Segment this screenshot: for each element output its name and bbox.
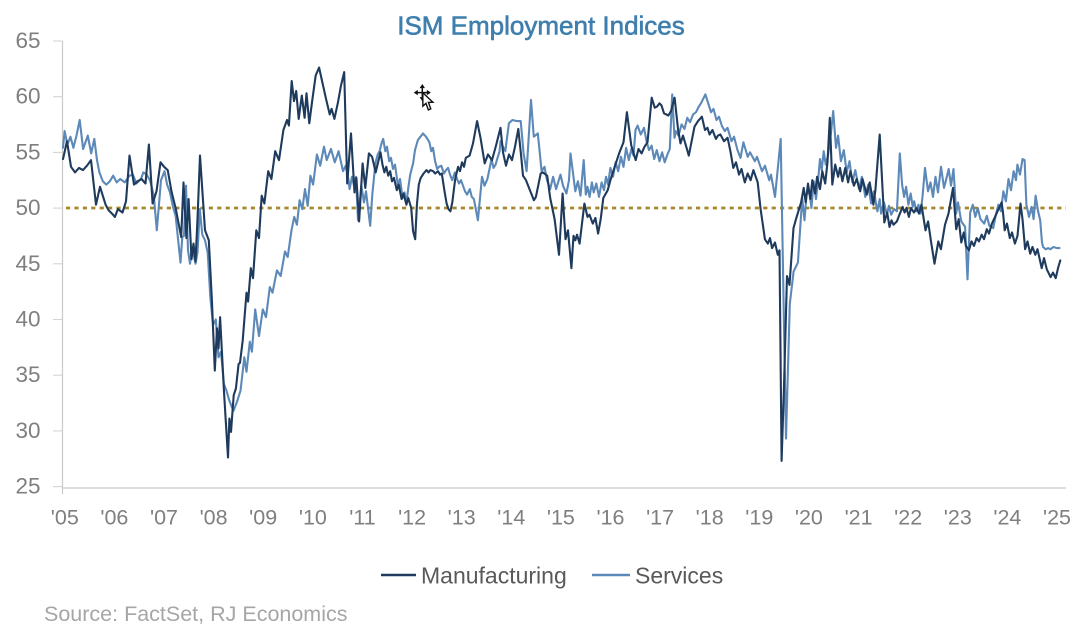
svg-text:Source: FactSet, RJ Economics: Source: FactSet, RJ Economics bbox=[44, 602, 348, 626]
svg-text:'24: '24 bbox=[993, 506, 1021, 530]
svg-text:'22: '22 bbox=[894, 506, 922, 530]
svg-text:'05: '05 bbox=[51, 506, 79, 530]
svg-text:'15: '15 bbox=[547, 506, 575, 530]
svg-text:45: 45 bbox=[15, 251, 40, 276]
svg-text:'16: '16 bbox=[596, 506, 624, 530]
svg-text:'19: '19 bbox=[745, 506, 773, 530]
svg-text:30: 30 bbox=[15, 418, 40, 443]
svg-text:55: 55 bbox=[15, 139, 40, 164]
svg-text:Manufacturing: Manufacturing bbox=[421, 563, 567, 589]
svg-text:'21: '21 bbox=[845, 506, 873, 530]
svg-text:ISM Employment Indices: ISM Employment Indices bbox=[397, 11, 685, 41]
svg-text:'18: '18 bbox=[696, 506, 724, 530]
svg-text:'12: '12 bbox=[398, 506, 426, 530]
svg-text:50: 50 bbox=[15, 195, 40, 220]
svg-text:'10: '10 bbox=[299, 506, 327, 530]
svg-text:25: 25 bbox=[15, 474, 40, 499]
svg-text:'11: '11 bbox=[349, 506, 375, 530]
svg-text:'06: '06 bbox=[100, 506, 128, 530]
svg-text:60: 60 bbox=[15, 84, 40, 109]
svg-text:'13: '13 bbox=[448, 506, 476, 530]
svg-text:'09: '09 bbox=[249, 506, 277, 530]
svg-text:'17: '17 bbox=[646, 506, 674, 530]
svg-text:'14: '14 bbox=[497, 506, 525, 530]
svg-text:'23: '23 bbox=[944, 506, 972, 530]
svg-text:Services: Services bbox=[635, 563, 723, 589]
svg-text:'08: '08 bbox=[200, 506, 228, 530]
svg-text:35: 35 bbox=[15, 362, 40, 387]
svg-text:40: 40 bbox=[15, 307, 40, 332]
svg-text:65: 65 bbox=[15, 28, 40, 53]
svg-text:'07: '07 bbox=[150, 506, 178, 530]
svg-text:'25: '25 bbox=[1043, 506, 1071, 530]
svg-text:'20: '20 bbox=[795, 506, 823, 530]
